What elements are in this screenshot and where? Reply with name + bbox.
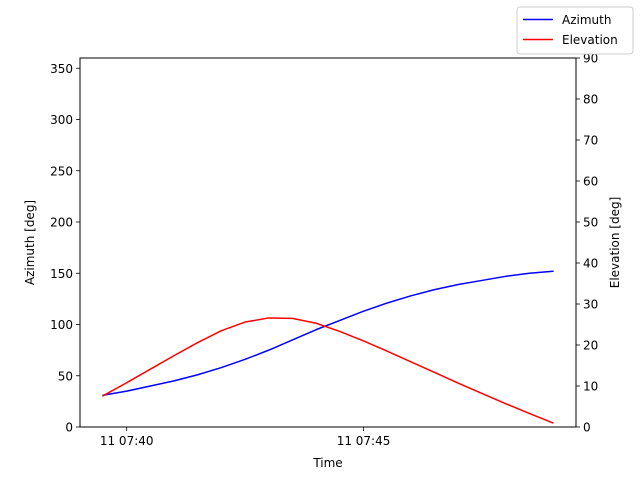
y-right-tick-label: 40: [583, 257, 598, 271]
series-layer: [102, 270, 554, 424]
x-axis-label: Time: [312, 456, 342, 470]
plot-frame: [79, 57, 577, 428]
y-left-tick-label: 0: [65, 421, 73, 435]
y-left-tick-label: 150: [50, 267, 73, 281]
y-axis-left: 0 50 100 150 200 250 300 350: [50, 62, 80, 435]
legend-elevation-label: Elevation: [562, 33, 618, 47]
x-axis: 11 07:40 11 07:45: [100, 427, 391, 448]
plot-area-background: [80, 58, 576, 427]
y-axis-right: 0 10 20 30 40 50 60 70 80 90: [576, 52, 598, 435]
y-axis-right-label: Elevation [deg]: [608, 197, 622, 289]
legend: Azimuth Elevation: [516, 6, 634, 55]
x-tick-label: 11 07:40: [100, 434, 154, 448]
y-axis-left-label: Azimuth [deg]: [23, 200, 37, 285]
y-left-tick-label: 100: [50, 318, 73, 332]
series-line-elevation: [102, 317, 554, 424]
y-right-tick-label: 70: [583, 134, 598, 148]
y-left-tick-label: 250: [50, 164, 73, 178]
y-left-tick-label: 300: [50, 113, 73, 127]
y-right-tick-label: 20: [583, 339, 598, 353]
y-right-tick-label: 60: [583, 175, 598, 189]
y-right-tick-label: 10: [583, 380, 598, 394]
x-tick-label: 11 07:45: [337, 434, 391, 448]
series-line-azimuth: [102, 270, 554, 396]
y-left-tick-label: 350: [50, 62, 73, 76]
y-right-tick-label: 90: [583, 52, 598, 66]
y-left-tick-label: 200: [50, 216, 73, 230]
y-right-tick-label: 80: [583, 93, 598, 107]
legend-azimuth-label: Azimuth: [562, 13, 611, 27]
y-right-tick-label: 0: [583, 421, 591, 435]
y-right-tick-label: 30: [583, 298, 598, 312]
y-left-tick-label: 50: [58, 369, 73, 383]
y-right-tick-label: 50: [583, 216, 598, 230]
